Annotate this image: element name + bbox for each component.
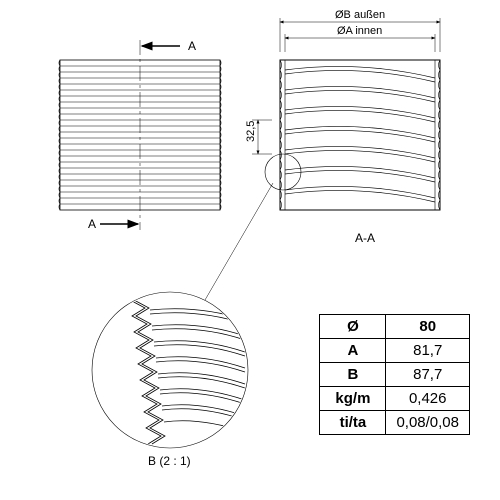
inner-dim-label: ØA innen xyxy=(337,25,382,37)
left-view: A A xyxy=(59,39,221,231)
table-row: Ø80 xyxy=(320,315,470,339)
pitch-label: 32,5 xyxy=(245,121,257,142)
outer-dim-label: ØB außen xyxy=(335,9,385,21)
detail-view: B (2 : 1) xyxy=(92,292,248,468)
section-label-bottom: A xyxy=(88,217,96,231)
table-row: ti/ta0,08/0,08 xyxy=(320,411,470,435)
drawing-container: A A A-A xyxy=(0,0,500,500)
spec-table: Ø80 A81,7 B87,7 kg/m0,426 ti/ta0,08/0,08 xyxy=(319,314,470,435)
table-row: A81,7 xyxy=(320,339,470,363)
table-row: kg/m0,426 xyxy=(320,387,470,411)
section-label-top: A xyxy=(188,39,196,53)
detail-label: B (2 : 1) xyxy=(148,454,191,468)
section-view: A-A ØB außen ØA innen 32,5 xyxy=(245,9,440,245)
section-view-label: A-A xyxy=(355,231,375,245)
table-row: B87,7 xyxy=(320,363,470,387)
